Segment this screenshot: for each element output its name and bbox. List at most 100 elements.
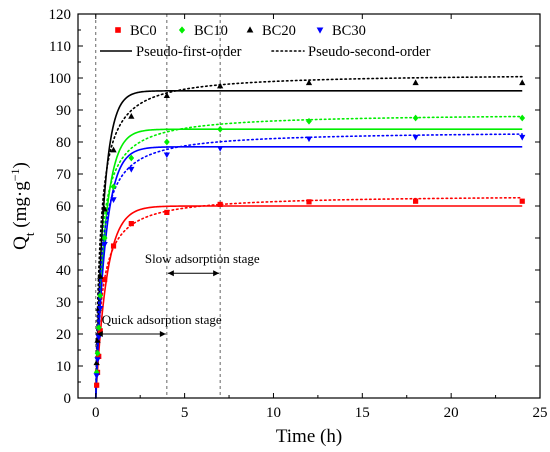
y-tick-label: 70: [56, 167, 71, 183]
data-point: [110, 146, 117, 153]
x-tick-label: 20: [444, 405, 459, 421]
data-point: [128, 154, 135, 162]
data-point: [163, 92, 170, 98]
pso-fit-curve: [94, 133, 524, 399]
data-point: [519, 79, 526, 86]
pso-fit-curve: [94, 115, 524, 399]
legend: BC0 BC10 BC20 BC30 Pseudo-first-order Pseudo-…: [100, 23, 431, 60]
data-point: [95, 324, 102, 331]
y-tick-label: 40: [56, 263, 71, 279]
annotation-label: Slow adsorption stage: [145, 251, 260, 266]
annotation-arrowhead: [167, 270, 174, 277]
data-point: [97, 292, 104, 299]
data-point: [217, 125, 224, 133]
data-point: [110, 243, 117, 249]
y-tick-label: 10: [56, 359, 71, 375]
data-point: [217, 82, 224, 89]
data-point: [94, 337, 101, 343]
legend-label: Pseudo-first-order: [136, 44, 242, 60]
annotation-arrowhead: [159, 331, 166, 337]
annotation-label: Quick adsorption stage: [102, 312, 222, 327]
legend-label: BC10: [194, 23, 228, 39]
pfo-fit-curve: [94, 90, 523, 399]
data-point: [412, 134, 419, 141]
x-tick-label: 15: [355, 405, 370, 421]
x-tick-label: 0: [92, 405, 100, 421]
legend-marker: [178, 26, 186, 34]
pso-fit-curve: [94, 196, 524, 399]
data-point: [93, 359, 100, 366]
annotation-arrowhead: [213, 270, 220, 277]
data-point: [128, 221, 134, 227]
data-point: [97, 306, 104, 312]
legend-marker: [115, 27, 121, 33]
legend-label: BC20: [262, 23, 296, 39]
x-axis-title: Time (h): [276, 426, 342, 447]
legend-label: BC0: [130, 23, 157, 39]
y-tick-label: 120: [49, 7, 72, 23]
data-point: [95, 334, 102, 341]
pfo-fit-curve: [94, 146, 523, 399]
data-point: [101, 234, 108, 242]
data-point: [412, 114, 419, 122]
data-point: [519, 198, 525, 204]
data-point: [101, 242, 108, 248]
data-point: [519, 114, 526, 122]
data-point: [413, 198, 419, 204]
data-point: [96, 353, 102, 359]
data-point: [97, 273, 104, 279]
y-title-unit: (mg·g: [10, 181, 31, 233]
data-point: [94, 382, 100, 388]
data-point: [128, 166, 135, 173]
data-point: [164, 209, 170, 215]
data-point: [306, 117, 312, 125]
data-point: [305, 79, 313, 86]
axis-ticks: 0 5 10 15 20 25 0 10 20 30 40 50 60 70 80 90 100 110 120: [49, 7, 548, 421]
stage-annotations: Quick adsorption stage Slow adsorption st…: [96, 251, 260, 337]
data-point: [94, 357, 101, 363]
legend-marker: [246, 26, 254, 33]
y-tick-label: 0: [64, 391, 72, 407]
data-point: [128, 113, 135, 119]
x-tick-label: 25: [533, 405, 548, 421]
y-tick-label: 20: [56, 327, 71, 343]
y-tick-label: 80: [56, 135, 71, 151]
pfo-fit-curve: [94, 128, 523, 399]
y-title-unit-end: ): [10, 162, 31, 168]
pso-fit-curve: [94, 75, 524, 399]
data-point: [110, 183, 117, 191]
data-point: [102, 277, 108, 283]
y-tick-label: 90: [56, 103, 71, 119]
legend-marker: [316, 27, 324, 34]
y-axis-title: Qt (mg·g−1): [8, 162, 37, 250]
data-point: [163, 152, 170, 159]
data-point: [306, 199, 312, 205]
legend-label: BC30: [332, 23, 366, 39]
x-tick-label: 5: [181, 405, 189, 421]
x-tick-label: 10: [266, 405, 281, 421]
data-point: [519, 134, 526, 141]
data-point: [97, 328, 103, 334]
y-title-main: Q: [10, 236, 31, 250]
data-points: [93, 79, 526, 388]
data-point: [101, 205, 108, 212]
data-point: [110, 197, 117, 203]
data-point: [93, 373, 100, 379]
fit-curves: [94, 75, 524, 399]
data-point: [94, 349, 101, 357]
data-point: [305, 136, 313, 143]
y-tick-label: 60: [56, 199, 71, 215]
y-tick-label: 110: [49, 39, 71, 55]
y-title-sub: t: [22, 232, 37, 236]
annotation-arrowhead: [96, 331, 103, 337]
data-point: [163, 138, 170, 146]
legend-label: Pseudo-second-order: [308, 44, 431, 60]
y-tick-label: 100: [49, 71, 72, 87]
data-point: [217, 201, 223, 207]
y-tick-label: 50: [56, 231, 71, 247]
pfo-fit-curve: [94, 205, 523, 399]
data-point: [217, 146, 224, 152]
y-title-sup: −1: [8, 169, 22, 182]
data-point: [412, 79, 419, 86]
